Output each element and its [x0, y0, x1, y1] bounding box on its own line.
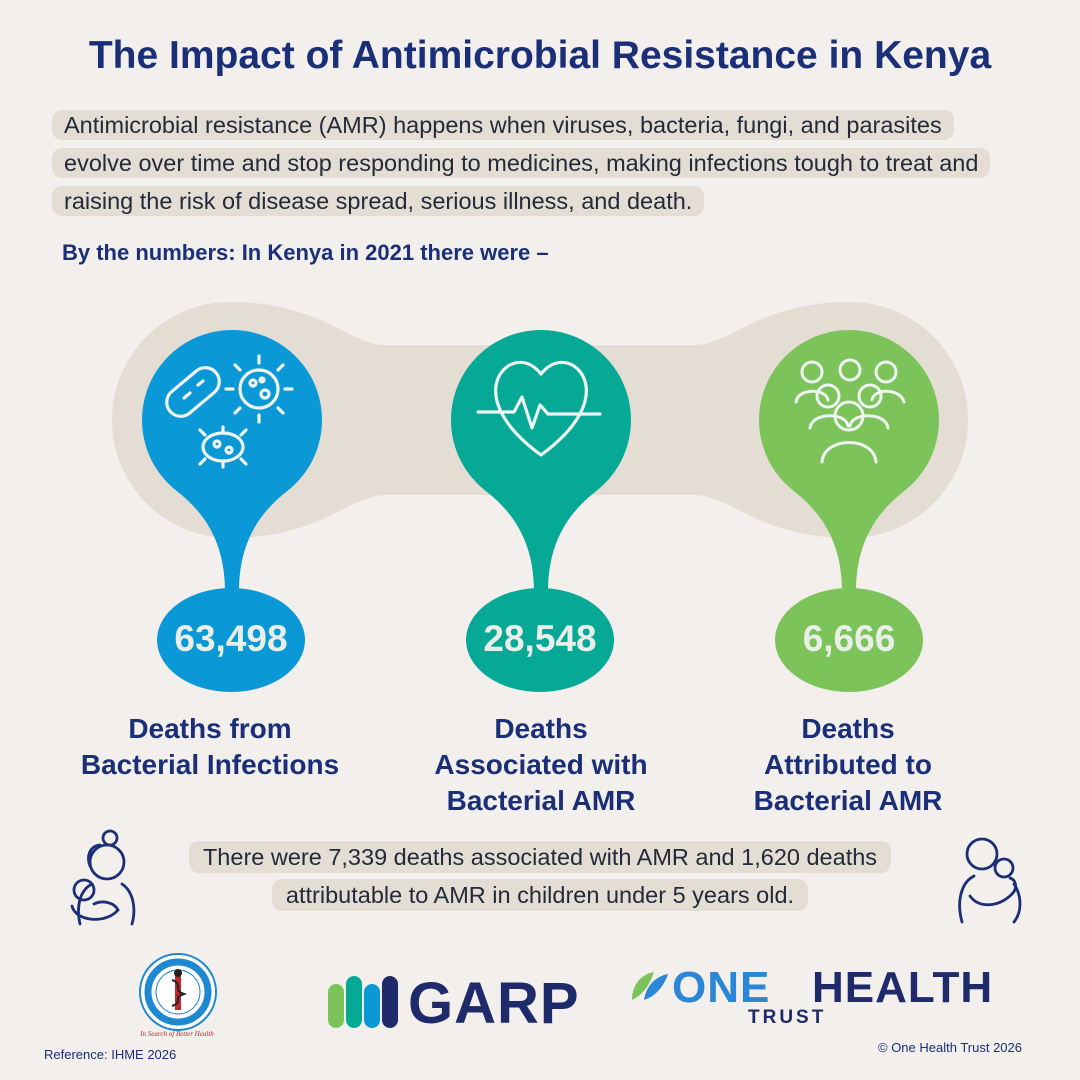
mother-child-icon	[70, 829, 136, 926]
kemri-logo	[139, 953, 217, 1031]
numbers-subhead: By the numbers: In Kenya in 2021 there w…	[62, 240, 549, 265]
kemri-tagline: In Search of Better Health	[140, 1030, 214, 1038]
amr-associated-deaths-value: 28,548	[483, 618, 597, 659]
onehealth-logo-one: ONE	[672, 963, 771, 1012]
amr-attributed-deaths-label: Deaths Attributed to Bacterial AMR	[753, 713, 943, 816]
people-group-icon	[794, 358, 906, 464]
children-note: There were 7,339 deaths associated with …	[140, 838, 940, 914]
bacteria-icon	[165, 354, 294, 469]
bacteria-stat-bubble	[157, 588, 305, 692]
garp-logo-mark	[328, 976, 398, 1028]
parent-baby-icon	[958, 837, 1022, 924]
amr-attributed-deaths-value: 6,666	[802, 618, 896, 659]
bacteria-deaths-value: 63,498	[174, 618, 288, 659]
amr-associated-pin	[451, 330, 631, 592]
stats-graphic	[112, 302, 968, 692]
reference-note: Reference: IHME 2026	[44, 1047, 177, 1062]
bacteria-deaths-label: Deaths from Bacterial Infections	[80, 713, 340, 780]
page-title: The Impact of Antimicrobial Resistance i…	[88, 34, 992, 77]
heartbeat-icon	[476, 360, 602, 457]
amr-associated-deaths-label: Deaths Associated with Bacterial AMR	[434, 713, 648, 816]
garp-logo-text: GARP	[408, 971, 580, 1036]
intro-text: Antimicrobial resistance (AMR) happens w…	[52, 106, 1012, 220]
onehealth-logo-trust: TRUST	[748, 1007, 827, 1028]
onehealth-logo-health: HEALTH	[812, 963, 994, 1012]
amr-associated-stat-bubble	[466, 588, 614, 692]
copyright-note: © One Health Trust 2026	[878, 1040, 1022, 1055]
amr-attributed-pin	[759, 330, 940, 592]
amr-attributed-stat-bubble	[775, 588, 923, 692]
leaf-icon	[632, 972, 668, 1000]
